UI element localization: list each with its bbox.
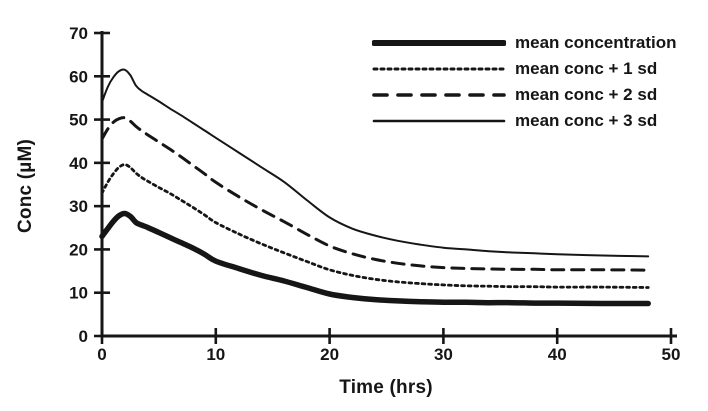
y-tick-label: 30 (69, 197, 88, 216)
y-axis-title: Conc (µM) (15, 139, 36, 234)
y-tick-label: 0 (79, 327, 88, 346)
legend-label: mean conc + 2 sd (515, 85, 658, 104)
legend-label: mean conc + 1 sd (515, 59, 658, 78)
legend-line-sample (372, 93, 506, 97)
legend-label: mean conc + 3 sd (515, 111, 658, 130)
legend-line-sample (372, 67, 506, 71)
series-line-2 (100, 116, 650, 272)
x-tick-label: 40 (548, 345, 567, 364)
y-tick-label: 10 (69, 284, 88, 303)
legend: mean concentration mean conc + 1 sd mean c… (372, 30, 677, 134)
series-line-0 (99, 210, 651, 307)
x-tick-label: 20 (320, 345, 339, 364)
y-tick-label: 70 (69, 24, 88, 43)
legend-item: mean conc + 3 sd (372, 108, 677, 134)
series-line-1 (100, 163, 650, 289)
legend-line-sample (372, 40, 506, 46)
y-tick-label: 60 (69, 67, 88, 86)
legend-line-sample (372, 119, 506, 123)
y-tick-label: 50 (69, 111, 88, 130)
legend-item: mean conc + 1 sd (372, 56, 677, 82)
legend-item: mean conc + 2 sd (372, 82, 677, 108)
y-tick-label: 40 (69, 154, 88, 173)
x-axis-title: Time (hrs) (339, 377, 433, 398)
x-tick-label: 30 (434, 345, 453, 364)
y-tick-label: 20 (69, 240, 88, 259)
x-tick-label: 10 (206, 345, 225, 364)
series-line-3 (101, 68, 650, 258)
x-tick-label: 0 (97, 345, 106, 364)
x-tick-label: 50 (662, 345, 681, 364)
legend-item: mean concentration (372, 30, 677, 56)
legend-label: mean concentration (515, 33, 677, 52)
